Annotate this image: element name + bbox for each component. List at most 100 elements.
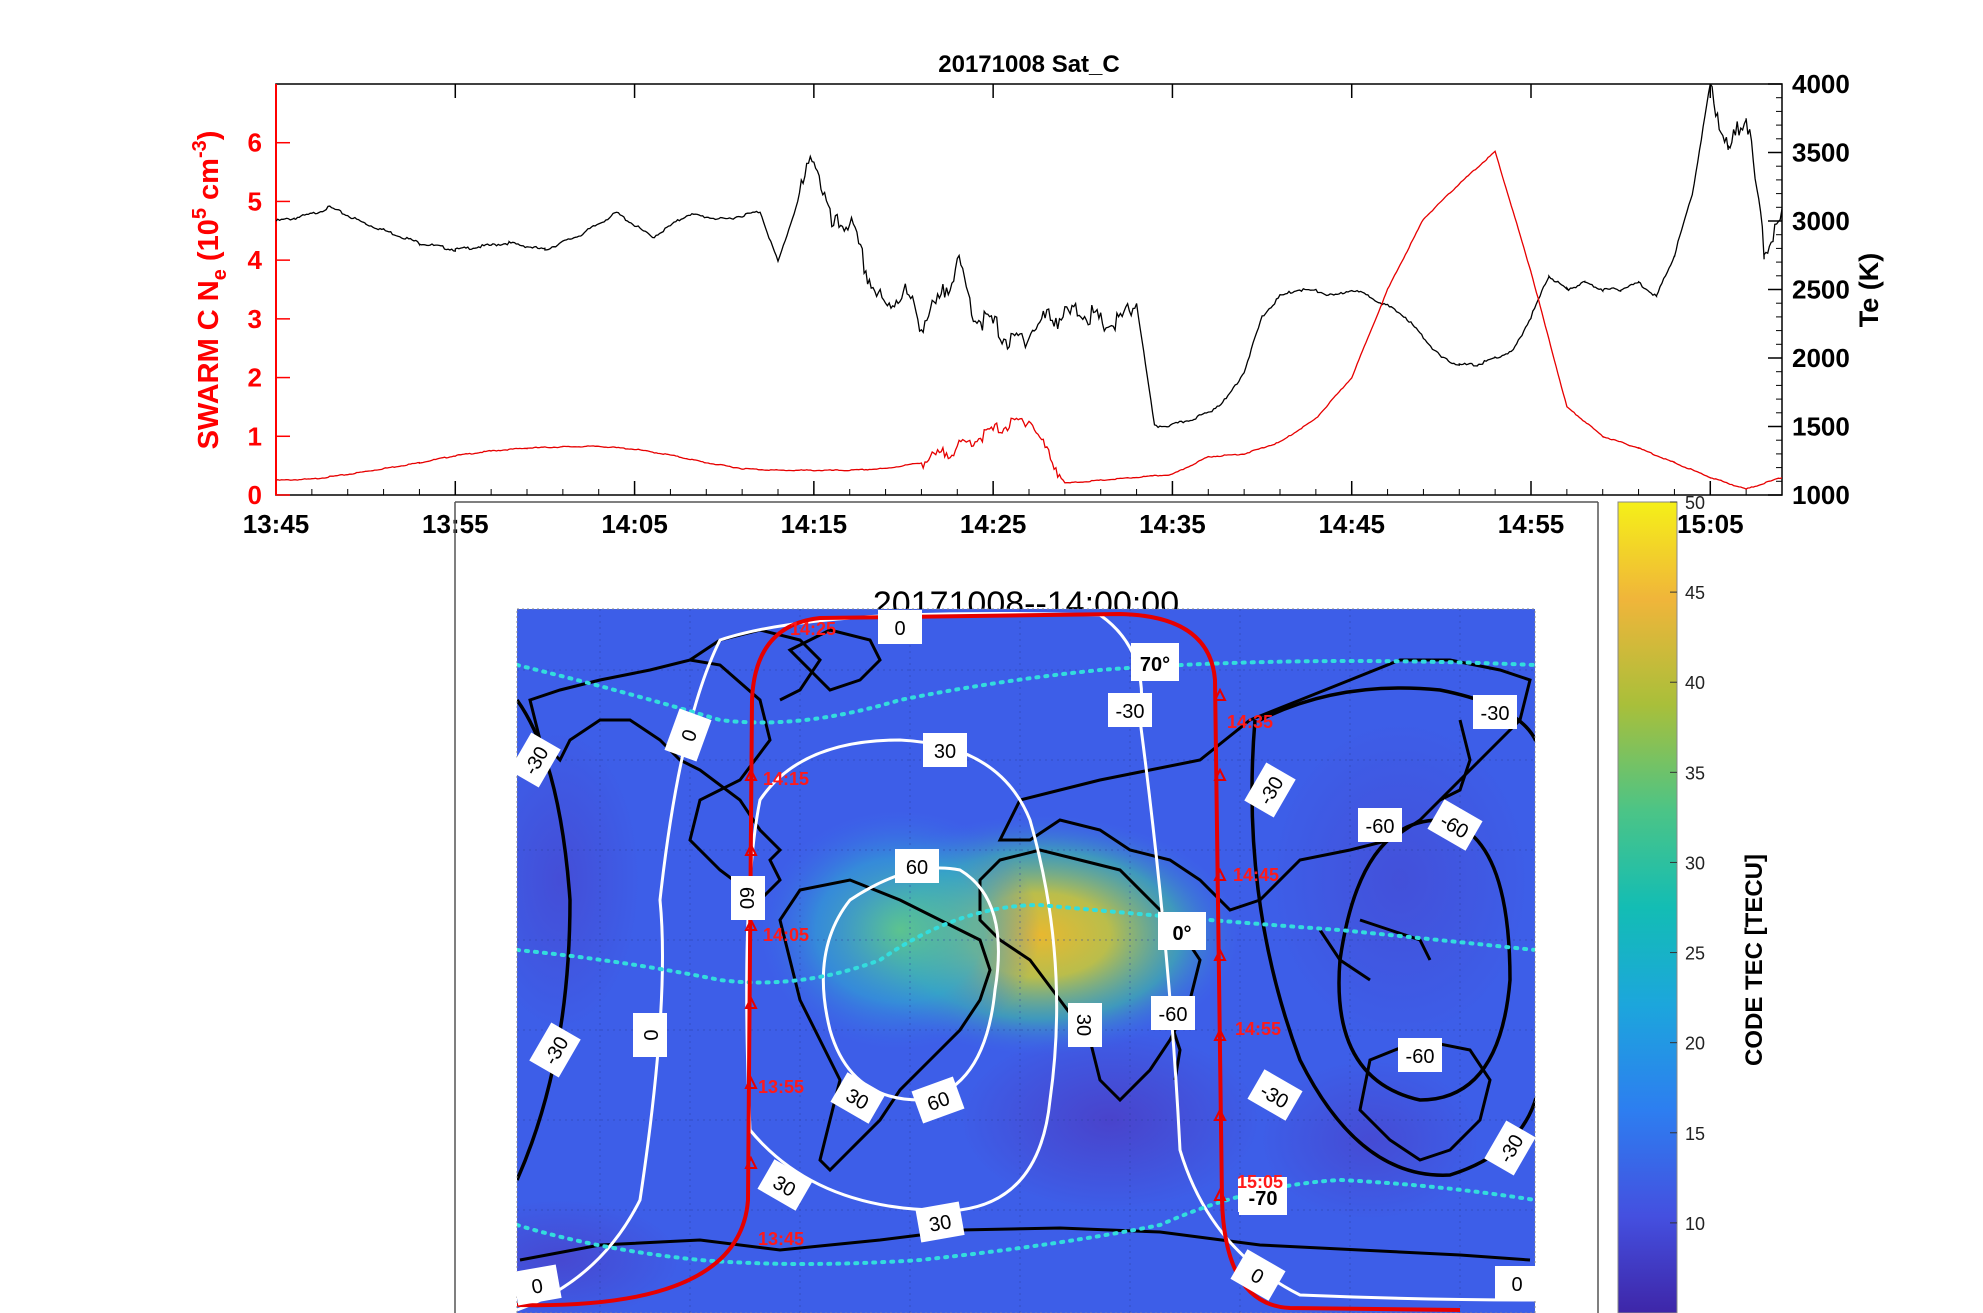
map-gridlines bbox=[517, 609, 1535, 1313]
colorbar-tick-label: 40 bbox=[1685, 673, 1705, 693]
black-contour-label: -60 bbox=[1358, 808, 1402, 842]
black-contour-label: -60 bbox=[1398, 1038, 1442, 1072]
magnetic-latitude-label: 0° bbox=[1158, 912, 1206, 950]
track-time-label: 14:55 bbox=[1235, 1019, 1281, 1039]
x-tick-label: 14:55 bbox=[1498, 509, 1565, 539]
right-y-tick-label: 3500 bbox=[1792, 138, 1850, 168]
right-y-tick-label: 4000 bbox=[1792, 69, 1850, 99]
x-tick-label: 14:25 bbox=[960, 509, 1027, 539]
svg-text:70°: 70° bbox=[1140, 654, 1170, 676]
svg-text:-30: -30 bbox=[1116, 701, 1145, 723]
colorbar-gradient bbox=[1617, 501, 1678, 1313]
white-contour-label: 0 bbox=[878, 610, 922, 644]
white-contour-label: 0 bbox=[512, 1264, 562, 1306]
white-contour-label: 0 bbox=[633, 1013, 667, 1057]
track-markers bbox=[744, 687, 1227, 1201]
magnetic-latitude-lines bbox=[517, 659, 1535, 1266]
white-contour-label: 30 bbox=[1068, 1003, 1102, 1047]
ne-series-line bbox=[276, 150, 1782, 491]
magnetic-latitude-label: 70° bbox=[1131, 643, 1179, 681]
colorbar-ticks: 10 15 20 25 30 35 40 45 50 bbox=[1670, 493, 1705, 1234]
white-contour-label: 0 bbox=[1495, 1266, 1539, 1300]
plot-area-frame bbox=[275, 83, 1783, 496]
tec-map-panel: 20171008--14:00:00 bbox=[454, 493, 1768, 1313]
track-time-label: 14:45 bbox=[1233, 865, 1279, 885]
x-tick-label: 13:45 bbox=[243, 509, 310, 539]
colorbar-tick-label: 25 bbox=[1685, 944, 1705, 964]
white-contour-label: 60 bbox=[895, 849, 939, 883]
track-time-label: 14:35 bbox=[1227, 712, 1273, 732]
tec-heatmap bbox=[517, 609, 1535, 1313]
white-contour-label: 30 bbox=[915, 1201, 965, 1243]
chart-title: 20171008 Sat_C bbox=[938, 51, 1119, 78]
x-tick-label: 14:15 bbox=[781, 509, 848, 539]
svg-text:-30: -30 bbox=[1481, 703, 1510, 725]
svg-text:-60: -60 bbox=[1406, 1046, 1435, 1068]
right-y-tick-label: 2000 bbox=[1792, 343, 1850, 373]
time-series-panel: 20171008 Sat_C 13:45 13:55 14:05 14:15 14:25… bbox=[189, 51, 1884, 539]
svg-text:0: 0 bbox=[1511, 1274, 1522, 1296]
white-contour-label: 0 bbox=[664, 708, 712, 762]
low-tec-region bbox=[1270, 720, 1530, 1040]
svg-text:60: 60 bbox=[906, 857, 928, 879]
svg-text:30: 30 bbox=[927, 1211, 953, 1237]
satellite-track bbox=[517, 611, 1461, 1312]
colorbar-tick-label: 35 bbox=[1685, 763, 1705, 783]
x-tick-label: 14:35 bbox=[1139, 509, 1206, 539]
te-series-line bbox=[276, 84, 1782, 429]
black-contour-label: -30 bbox=[1108, 693, 1152, 727]
colorbar-tick-label: 20 bbox=[1685, 1034, 1705, 1054]
colorbar-tick-label: 45 bbox=[1685, 583, 1705, 603]
white-contour-label: 30 bbox=[830, 1072, 886, 1124]
x-tick-label: 14:05 bbox=[601, 509, 668, 539]
black-contour-label: -60 bbox=[1151, 996, 1195, 1030]
colorbar-tick-label: 15 bbox=[1685, 1124, 1705, 1144]
left-y-tick-label: 6 bbox=[248, 128, 262, 158]
svg-text:0: 0 bbox=[530, 1275, 545, 1299]
right-y-tick-label: 2500 bbox=[1792, 275, 1850, 305]
left-y-tick-label: 4 bbox=[248, 245, 263, 275]
track-time-label: 14:15 bbox=[763, 769, 809, 789]
white-contour-label: 0 bbox=[1230, 1249, 1286, 1301]
track-time-label: 13:55 bbox=[758, 1077, 804, 1097]
svg-text:0: 0 bbox=[894, 618, 905, 640]
left-y-tick-label: 5 bbox=[248, 186, 262, 216]
white-contour-label: 30 bbox=[757, 1159, 813, 1211]
right-y-axis-ticks: 1000 1500 2000 2500 3000 3500 4000 bbox=[1768, 69, 1850, 510]
right-y-tick-label: 1500 bbox=[1792, 412, 1850, 442]
track-time-label: 15:05 bbox=[1237, 1172, 1283, 1192]
left-y-axis-ticks: 0 1 2 3 4 5 6 bbox=[248, 84, 290, 510]
black-contour-label: -30 bbox=[509, 732, 561, 788]
track-time-label: 13:45 bbox=[758, 1229, 804, 1249]
svg-text:0: 0 bbox=[641, 1029, 663, 1040]
x-axis-ticks: 13:45 13:55 14:05 14:15 14:25 14:35 14:45 14:55… bbox=[243, 84, 1783, 539]
svg-text:0°: 0° bbox=[1172, 923, 1191, 945]
colorbar: 10 15 20 25 30 35 40 45 50 CODE TEC [TECU] bbox=[1617, 493, 1768, 1313]
colorbar-tick-label: 10 bbox=[1685, 1214, 1705, 1234]
high-tec-region bbox=[760, 810, 1040, 1050]
svg-text:30: 30 bbox=[934, 741, 956, 763]
low-tec-region bbox=[1260, 1060, 1480, 1220]
map-frame bbox=[516, 608, 1536, 1313]
right-y-tick-label: 1000 bbox=[1792, 480, 1850, 510]
x-tick-label: 14:45 bbox=[1318, 509, 1385, 539]
white-contour-label: 30 bbox=[923, 733, 967, 767]
left-y-tick-label: 3 bbox=[248, 304, 262, 334]
black-contour-label: -30 bbox=[1473, 695, 1517, 729]
svg-text:30: 30 bbox=[1072, 1014, 1094, 1036]
magnetic-latitude-label: -70 bbox=[1239, 1177, 1287, 1215]
colorbar-tick-label: 30 bbox=[1685, 853, 1705, 873]
left-y-tick-label: 0 bbox=[248, 480, 262, 510]
colorbar-label: CODE TEC [TECU] bbox=[1741, 854, 1768, 1066]
left-y-axis-label: SWARM C Ne (105 cm-3) bbox=[189, 131, 231, 450]
white-contour-label: 60 bbox=[911, 1076, 965, 1124]
track-time-label: 14:05 bbox=[763, 925, 809, 945]
svg-text:60: 60 bbox=[735, 887, 757, 909]
low-tec-region bbox=[517, 730, 640, 1030]
track-time-label: 14:25 bbox=[790, 619, 836, 639]
x-tick-label: 15:05 bbox=[1677, 509, 1744, 539]
left-y-tick-label: 1 bbox=[248, 421, 262, 451]
right-y-axis-label: Te (K) bbox=[1854, 253, 1884, 328]
